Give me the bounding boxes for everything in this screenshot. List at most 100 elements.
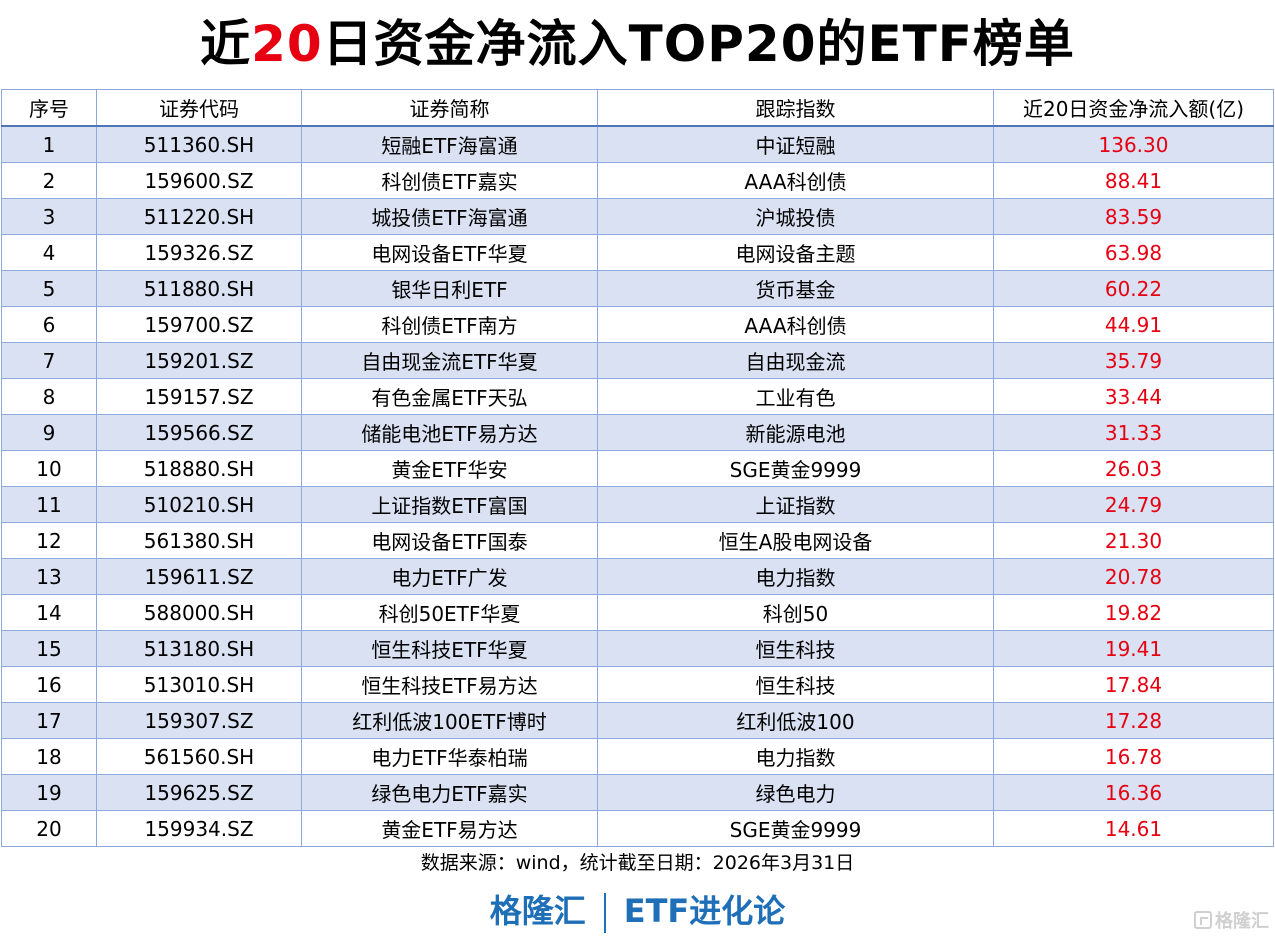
cell-rank: 17 [1,702,97,739]
cell-name: 科创债ETF嘉实 [301,162,598,199]
cell-rank: 16 [1,666,97,703]
cell-code: 159307.SZ [96,702,302,739]
cell-rank: 19 [1,774,97,811]
cell-code: 159326.SZ [96,234,302,271]
cell-name: 短融ETF海富通 [301,125,598,163]
cell-name: 电网设备ETF国泰 [301,522,598,559]
cell-code: 159625.SZ [96,774,302,811]
brand-separator [603,893,606,933]
cell-inflow: 19.41 [993,630,1274,667]
table-row: 5 511880.SH 银华日利ETF 货币基金 60.22 [1,270,1274,307]
title-suffix: 日资金净流入TOP20的ETF榜单 [322,15,1075,73]
page-title: 近20日资金净流入TOP20的ETF榜单 [0,6,1275,82]
title-prefix: 近 [200,15,252,73]
cell-inflow: 44.91 [993,306,1274,343]
table-header-row: 序号 证券代码 证券简称 跟踪指数 近20日资金净流入额(亿) [1,89,1274,127]
table-row: 7 159201.SZ 自由现金流ETF华夏 自由现金流 35.79 [1,342,1274,379]
cell-index: 红利低波100 [597,702,994,739]
cell-inflow: 17.84 [993,666,1274,703]
cell-name: 绿色电力ETF嘉实 [301,774,598,811]
cell-code: 159600.SZ [96,162,302,199]
brand-footer: 格隆汇 ETF进化论 [0,888,1275,934]
cell-rank: 20 [1,810,97,847]
cell-inflow: 60.22 [993,270,1274,307]
cell-inflow: 20.78 [993,558,1274,595]
cell-inflow: 17.28 [993,702,1274,739]
cell-index: 恒生科技 [597,630,994,667]
cell-rank: 13 [1,558,97,595]
cell-index: 恒生A股电网设备 [597,522,994,559]
cell-index: 恒生科技 [597,666,994,703]
cell-rank: 7 [1,342,97,379]
cell-inflow: 136.30 [993,125,1274,163]
header-code: 证券代码 [96,89,302,127]
cell-code: 511360.SH [96,125,302,163]
cell-code: 159934.SZ [96,810,302,847]
cell-index: AAA科创债 [597,306,994,343]
cell-code: 511220.SH [96,198,302,235]
cell-rank: 10 [1,450,97,487]
cell-index: 新能源电池 [597,414,994,451]
cell-inflow: 19.82 [993,594,1274,631]
cell-inflow: 83.59 [993,198,1274,235]
cell-inflow: 16.78 [993,738,1274,775]
cell-name: 黄金ETF华安 [301,450,598,487]
table-row: 1 511360.SH 短融ETF海富通 中证短融 136.30 [1,125,1274,163]
cell-code: 510210.SH [96,486,302,523]
table-row: 11 510210.SH 上证指数ETF富国 上证指数 24.79 [1,486,1274,523]
cell-index: 电网设备主题 [597,234,994,271]
cell-name: 城投债ETF海富通 [301,198,598,235]
cell-code: 159201.SZ [96,342,302,379]
cell-index: 科创50 [597,594,994,631]
cell-index: 工业有色 [597,378,994,415]
table-row: 13 159611.SZ 电力ETF广发 电力指数 20.78 [1,558,1274,595]
cell-inflow: 88.41 [993,162,1274,199]
cell-code: 159611.SZ [96,558,302,595]
cell-index: 自由现金流 [597,342,994,379]
cell-rank: 12 [1,522,97,559]
table-row: 2 159600.SZ 科创债ETF嘉实 AAA科创债 88.41 [1,162,1274,199]
cell-inflow: 16.36 [993,774,1274,811]
cell-code: 588000.SH [96,594,302,631]
cell-code: 159700.SZ [96,306,302,343]
cell-inflow: 31.33 [993,414,1274,451]
cell-rank: 8 [1,378,97,415]
cell-rank: 18 [1,738,97,775]
cell-inflow: 33.44 [993,378,1274,415]
cell-name: 自由现金流ETF华夏 [301,342,598,379]
cell-name: 银华日利ETF [301,270,598,307]
brand-left: 格隆汇 [489,892,586,930]
cell-name: 储能电池ETF易方达 [301,414,598,451]
cell-code: 511880.SH [96,270,302,307]
table-row: 14 588000.SH 科创50ETF华夏 科创50 19.82 [1,594,1274,631]
cell-index: SGE黄金9999 [597,810,994,847]
cell-index: 电力指数 [597,558,994,595]
cell-code: 518880.SH [96,450,302,487]
table-row: 17 159307.SZ 红利低波100ETF博时 红利低波100 17.28 [1,702,1274,739]
table-row: 9 159566.SZ 储能电池ETF易方达 新能源电池 31.33 [1,414,1274,451]
cell-inflow: 21.30 [993,522,1274,559]
cell-index: 中证短融 [597,125,994,163]
cell-index: SGE黄金9999 [597,450,994,487]
cell-name: 黄金ETF易方达 [301,810,598,847]
header-name: 证券简称 [301,89,598,127]
cell-inflow: 26.03 [993,450,1274,487]
cell-name: 红利低波100ETF博时 [301,702,598,739]
cell-code: 159566.SZ [96,414,302,451]
cell-code: 561560.SH [96,738,302,775]
cell-index: AAA科创债 [597,162,994,199]
cell-name: 科创债ETF南方 [301,306,598,343]
cell-name: 电力ETF广发 [301,558,598,595]
header-inflow: 近20日资金净流入额(亿) [993,89,1274,127]
cell-name: 恒生科技ETF易方达 [301,666,598,703]
table-row: 12 561380.SH 电网设备ETF国泰 恒生A股电网设备 21.30 [1,522,1274,559]
cell-code: 561380.SH [96,522,302,559]
cell-index: 电力指数 [597,738,994,775]
cell-inflow: 14.61 [993,810,1274,847]
watermark: 格隆汇 [1194,907,1269,933]
cell-rank: 15 [1,630,97,667]
cell-name: 有色金属ETF天弘 [301,378,598,415]
table-row: 6 159700.SZ 科创债ETF南方 AAA科创债 44.91 [1,306,1274,343]
data-source-note: 数据来源：wind，统计截至日期：2026年3月31日 [420,852,855,874]
cell-rank: 14 [1,594,97,631]
